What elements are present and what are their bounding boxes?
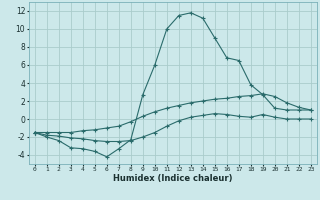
X-axis label: Humidex (Indice chaleur): Humidex (Indice chaleur) xyxy=(113,174,233,183)
